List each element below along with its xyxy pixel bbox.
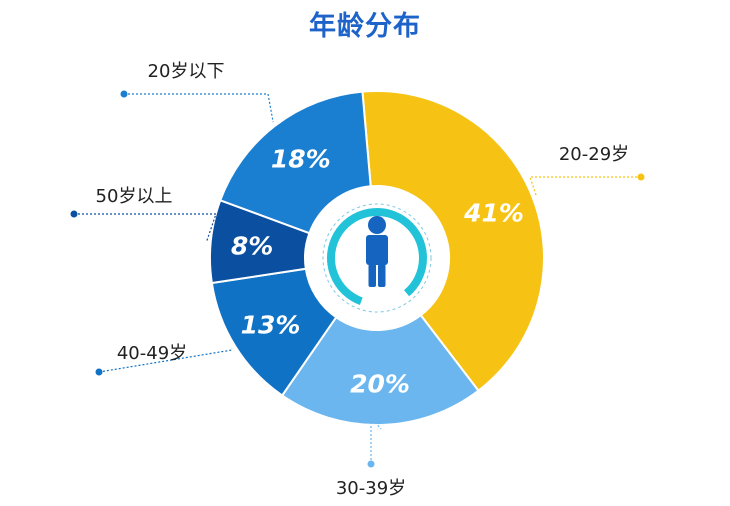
leader-dot xyxy=(95,368,103,376)
category-label: 40-49岁 xyxy=(117,343,187,364)
person-icon xyxy=(366,216,388,287)
leader-line xyxy=(74,213,217,241)
category-label: 20岁以下 xyxy=(148,61,225,82)
center-emblem xyxy=(317,198,437,318)
slice-value-label: 41% xyxy=(463,199,524,228)
pie-slice-20-29 xyxy=(361,90,545,393)
category-label: 20-29岁 xyxy=(559,144,629,165)
leader-dot xyxy=(637,173,645,181)
center-dashed-ring xyxy=(322,203,432,313)
leader-line xyxy=(124,93,274,123)
slice-value-label: 20% xyxy=(350,369,410,398)
chart-title: 年龄分布 xyxy=(309,11,421,42)
category-label: 30-39岁 xyxy=(336,478,406,499)
slice-value-label: 8% xyxy=(231,231,273,260)
leader-dot xyxy=(367,460,375,468)
leader-dot xyxy=(120,90,128,98)
leader-dot xyxy=(70,210,78,218)
slice-value-label: 18% xyxy=(271,144,331,173)
leader-line xyxy=(370,416,382,464)
center-progress-ring xyxy=(327,208,427,305)
leader-line xyxy=(529,176,641,197)
category-label: 50岁以上 xyxy=(96,186,173,207)
leader-line xyxy=(98,348,233,373)
pie-slice-30-39 xyxy=(280,313,480,426)
slice-value-label: 13% xyxy=(241,311,301,340)
pie-slice-20 xyxy=(218,90,372,235)
